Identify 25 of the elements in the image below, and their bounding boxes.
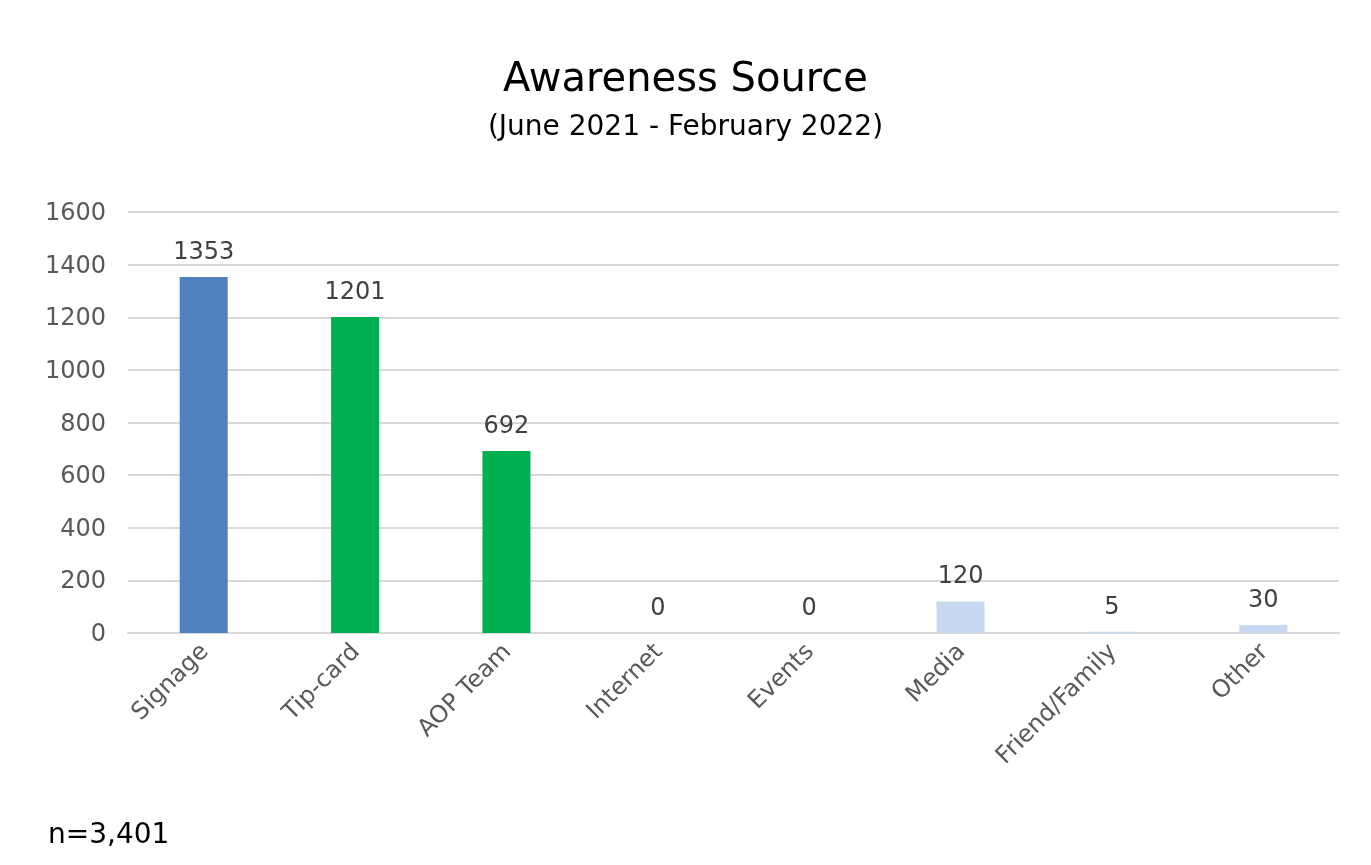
y-tick-label: 1400 xyxy=(44,250,106,279)
data-label: 120 xyxy=(937,561,984,590)
text: n=3,401 xyxy=(48,816,170,850)
bar xyxy=(936,601,985,633)
y-tick-label: 600 xyxy=(60,461,106,490)
y-tick-label: 1600 xyxy=(44,198,106,226)
data-label: 1353 xyxy=(173,236,235,265)
y-tick-label: 400 xyxy=(60,513,106,542)
data-label: 5 xyxy=(1104,591,1120,620)
data-label: 0 xyxy=(801,593,817,621)
data-label: 692 xyxy=(483,410,530,439)
y-tick-label: 1200 xyxy=(44,303,106,332)
chart-title: Awareness Source xyxy=(503,54,868,100)
bar xyxy=(179,276,228,633)
bar xyxy=(482,450,531,633)
chart-subtitle: (June 2021 - February 2022) xyxy=(487,108,884,142)
data-label: 30 xyxy=(1248,585,1279,614)
y-tick-label: 1000 xyxy=(44,355,106,384)
data-label: 0 xyxy=(650,593,666,621)
bar xyxy=(1239,625,1288,633)
bar xyxy=(331,316,380,633)
data-label: 1201 xyxy=(324,276,386,305)
y-tick-label: 800 xyxy=(60,408,106,437)
y-tick-label: 200 xyxy=(60,566,106,595)
y-tick-label: 0 xyxy=(90,619,106,647)
